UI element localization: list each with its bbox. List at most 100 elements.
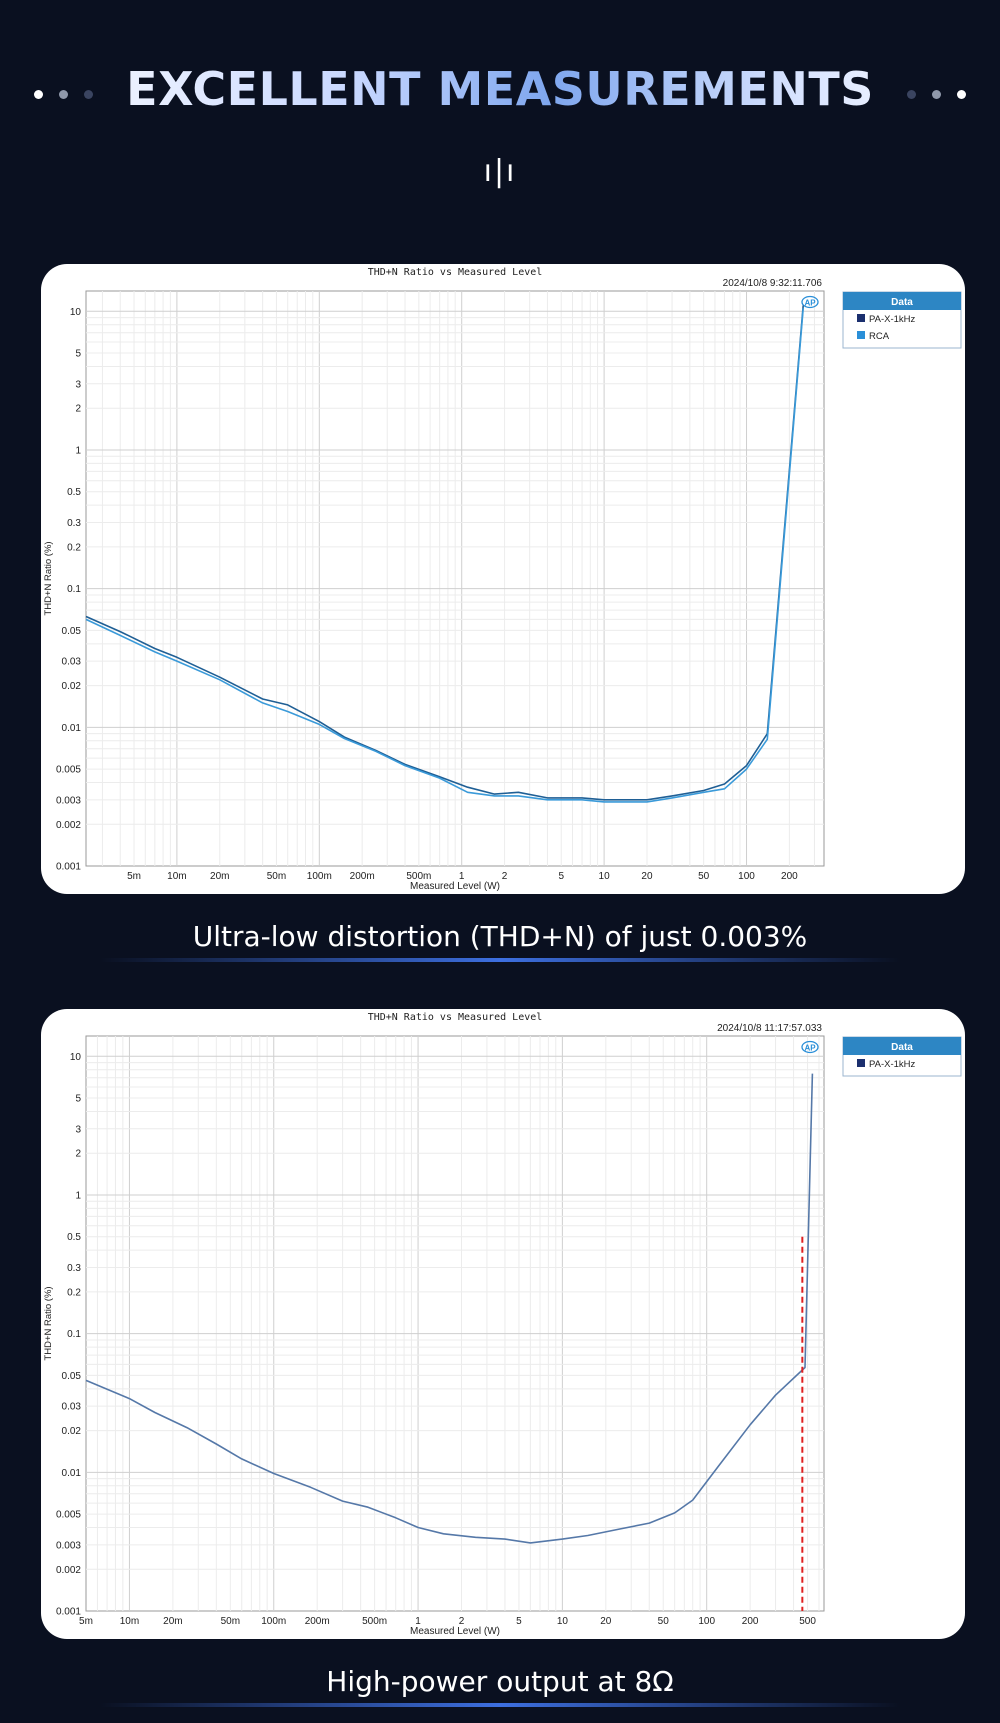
ap-logo-icon: AP [801,295,819,309]
y-tick-label: 0.01 [62,723,82,734]
y-tick-label: 10 [70,307,82,318]
x-tick-label: 20 [641,871,653,882]
x-tick-label: 200m [350,871,375,882]
y-tick-label: 1 [75,445,81,456]
legend-entry-label: PA-X-1kHz [869,314,916,325]
decorative-dots-left [34,90,93,99]
legend-entry-label: RCA [869,331,890,342]
ap-logo-text: AP [804,1044,816,1053]
y-tick-label: 0.002 [56,1565,81,1576]
y-tick-label: 2 [75,1149,81,1160]
y-axis-label: THD+N Ratio (%) [43,1286,54,1360]
y-tick-label: 0.2 [67,1287,81,1298]
thd-chart-2: THD+N Ratio vs Measured Level 2024/10/8 1… [43,1012,962,1637]
x-tick-label: 10m [120,1616,139,1627]
x-tick-label: 20 [600,1616,612,1627]
y-tick-label: 0.2 [67,542,81,553]
ap-logo-icon: AP [801,1040,819,1054]
x-tick-label: 2 [502,871,508,882]
y-tick-label: 1 [75,1190,81,1201]
ap-logo-text: AP [804,299,816,308]
legend-header [843,292,961,310]
x-tick-label: 5m [127,871,141,882]
x-tick-label: 200 [742,1616,759,1627]
page-title: EXCELLENT MEASUREMENTS [0,62,1000,116]
y-tick-label: 0.003 [56,795,81,806]
caption-underline [100,958,900,962]
ap-logo-ring [801,1040,819,1054]
x-tick-label: 5 [558,871,564,882]
x-tick-label: 200 [781,871,798,882]
x-tick-label: 100 [698,1616,715,1627]
chart-timestamp: 2024/10/8 11:17:57.033 [717,1023,822,1034]
dot-icon [59,90,68,99]
x-axis-label: Measured Level (W) [410,881,500,892]
x-tick-label: 200m [305,1616,330,1627]
dot-icon [34,90,43,99]
y-tick-label: 3 [75,1124,81,1135]
y-tick-label: 10 [70,1052,82,1063]
x-tick-label: 500 [799,1616,816,1627]
y-tick-label: 0.5 [67,487,81,498]
caption-low-distortion: Ultra-low distortion (THD+N) of just 0.0… [192,920,808,953]
ap-logo-ring [801,295,819,309]
x-tick-label: 500m [362,1616,387,1627]
x-tick-label: 10 [599,871,611,882]
x-axis-label: Measured Level (W) [410,1626,500,1637]
dot-icon [932,90,941,99]
series-line-rca [85,308,804,803]
x-tick-label: 100m [261,1616,286,1627]
chart-title: THD+N Ratio vs Measured Level [368,267,543,278]
title-decoration-icon: ı|ı [483,154,517,189]
x-tick-label: 1 [459,871,465,882]
y-tick-label: 0.1 [67,1329,81,1340]
legend-header [843,1037,961,1055]
x-tick-label: 10 [557,1616,569,1627]
x-tick-label: 1 [415,1616,421,1627]
y-tick-label: 5 [75,1094,81,1105]
y-tick-label: 0.02 [62,1426,82,1437]
y-tick-label: 0.3 [67,1263,81,1274]
y-tick-label: 3 [75,379,81,390]
legend-swatch [857,331,865,339]
y-tick-label: 0.003 [56,1540,81,1551]
y-tick-label: 0.005 [56,1510,81,1521]
dot-icon [84,90,93,99]
y-tick-label: 0.1 [67,584,81,595]
chart-card-2: THD+N Ratio vs Measured Level 2024/10/8 1… [41,1009,965,1639]
decorative-dots-right [907,90,966,99]
y-tick-label: 0.05 [62,1371,82,1382]
y-tick-label: 0.01 [62,1468,82,1479]
y-tick-label: 5 [75,349,81,360]
x-tick-label: 2 [459,1616,465,1627]
x-tick-label: 50 [698,871,710,882]
x-tick-label: 500m [406,871,431,882]
y-tick-label: 2 [75,404,81,415]
dot-icon [907,90,916,99]
x-tick-label: 50m [221,1616,240,1627]
x-tick-label: 20m [210,871,229,882]
y-tick-label: 0.001 [56,862,81,873]
y-tick-label: 0.03 [62,657,82,668]
legend-swatch [857,314,865,322]
chart-card-1: THD+N Ratio vs Measured Level 2024/10/8 9… [41,264,965,894]
legend-entry-label: PA-X-1kHz [869,1059,916,1070]
x-tick-label: 100m [307,871,332,882]
y-tick-label: 0.3 [67,518,81,529]
series-line-pa-x-1khz [85,305,804,801]
legend-title: Data [891,1042,913,1053]
x-tick-label: 10m [167,871,186,882]
thd-chart-1: THD+N Ratio vs Measured Level 2024/10/8 9… [43,267,962,892]
chart-timestamp: 2024/10/8 9:32:11.706 [723,278,823,289]
series-line-pa-x-1khz [85,1073,814,1544]
y-tick-label: 0.005 [56,765,81,776]
y-tick-label: 0.03 [62,1402,82,1413]
x-tick-label: 5 [516,1616,522,1627]
dot-icon [957,90,966,99]
x-tick-label: 5m [79,1616,93,1627]
y-tick-label: 0.002 [56,820,81,831]
legend-title: Data [891,297,913,308]
y-axis-label: THD+N Ratio (%) [43,541,54,615]
chart-title: THD+N Ratio vs Measured Level [368,1012,543,1023]
x-tick-label: 50 [658,1616,670,1627]
